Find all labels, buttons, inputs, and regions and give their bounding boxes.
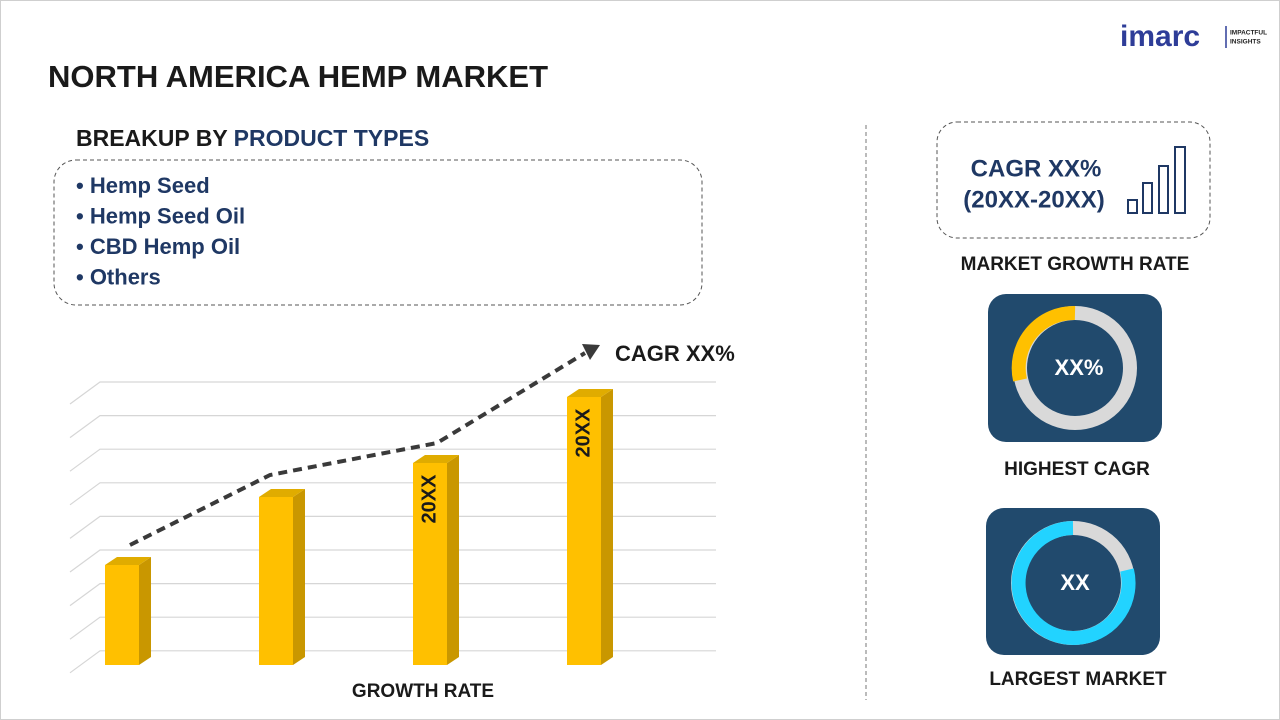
bar xyxy=(413,463,447,665)
logo-tagline: IMPACTFUL xyxy=(1230,30,1267,37)
cagr-period: (20XX-20XX) xyxy=(963,186,1104,213)
chart-bars: 20XX 20XX xyxy=(105,389,613,665)
grid-line xyxy=(69,482,716,506)
logo-tagline: INSIGHTS xyxy=(1230,39,1261,46)
breakup-label: BREAKUP BY xyxy=(76,125,227,151)
donut-center: XX xyxy=(1060,570,1090,595)
logo-text: imarc xyxy=(1120,20,1200,53)
breakup-item: • CBD Hemp Oil xyxy=(76,234,240,259)
bar-label: 20XX xyxy=(418,474,440,524)
bar-side xyxy=(293,489,305,665)
donut-arc xyxy=(1011,305,1076,382)
card-caption: HIGHEST CAGR xyxy=(1004,459,1150,480)
logo: imarc IMPACTFUL INSIGHTS xyxy=(1120,20,1267,53)
donut-center: XX% xyxy=(1055,355,1104,380)
card-caption: MARKET GROWTH RATE xyxy=(961,254,1190,275)
trend-arrowhead xyxy=(582,344,600,360)
grid-line xyxy=(69,549,716,573)
bar-top xyxy=(259,489,305,497)
grid-line xyxy=(69,448,716,472)
breakup-item: • Hemp Seed Oil xyxy=(76,203,245,228)
bar-top xyxy=(105,557,151,565)
breakup-item: • Hemp Seed xyxy=(76,173,210,198)
grid-line xyxy=(69,650,716,674)
growth-icon xyxy=(1127,146,1186,214)
bar-side xyxy=(447,455,459,665)
bar xyxy=(105,565,139,665)
bar-top xyxy=(567,389,613,397)
bar xyxy=(567,397,601,665)
x-axis-label: GROWTH RATE xyxy=(352,681,494,702)
bar-label: 20XX xyxy=(572,408,594,458)
breakup-heading: BREAKUP BY PRODUCT TYPES xyxy=(76,125,429,151)
bar-side xyxy=(601,389,613,665)
grid-line xyxy=(69,582,716,607)
breakup-list: • Hemp Seed • Hemp Seed Oil • CBD Hemp Oil… xyxy=(76,173,245,290)
breakup-item: • Others xyxy=(76,264,161,289)
cagr-text: CAGR XX% xyxy=(971,155,1102,182)
bar xyxy=(259,497,293,665)
trend-label: CAGR XX% xyxy=(615,341,735,366)
grid-line xyxy=(69,616,716,640)
cagr-box xyxy=(936,121,1211,239)
page-title: NORTH AMERICA HEMP MARKET xyxy=(48,59,548,94)
grid-line xyxy=(69,515,716,539)
bar-top xyxy=(413,455,459,463)
chart-grid xyxy=(69,381,716,674)
bar-side xyxy=(139,557,151,665)
donut-arc xyxy=(1011,521,1136,645)
grid-line xyxy=(69,381,716,405)
breakup-highlight: PRODUCT TYPES xyxy=(234,125,430,151)
grid-line xyxy=(69,415,716,439)
trend-line xyxy=(129,351,587,547)
breakup-box xyxy=(53,159,703,306)
card-caption: LARGEST MARKET xyxy=(989,669,1167,690)
